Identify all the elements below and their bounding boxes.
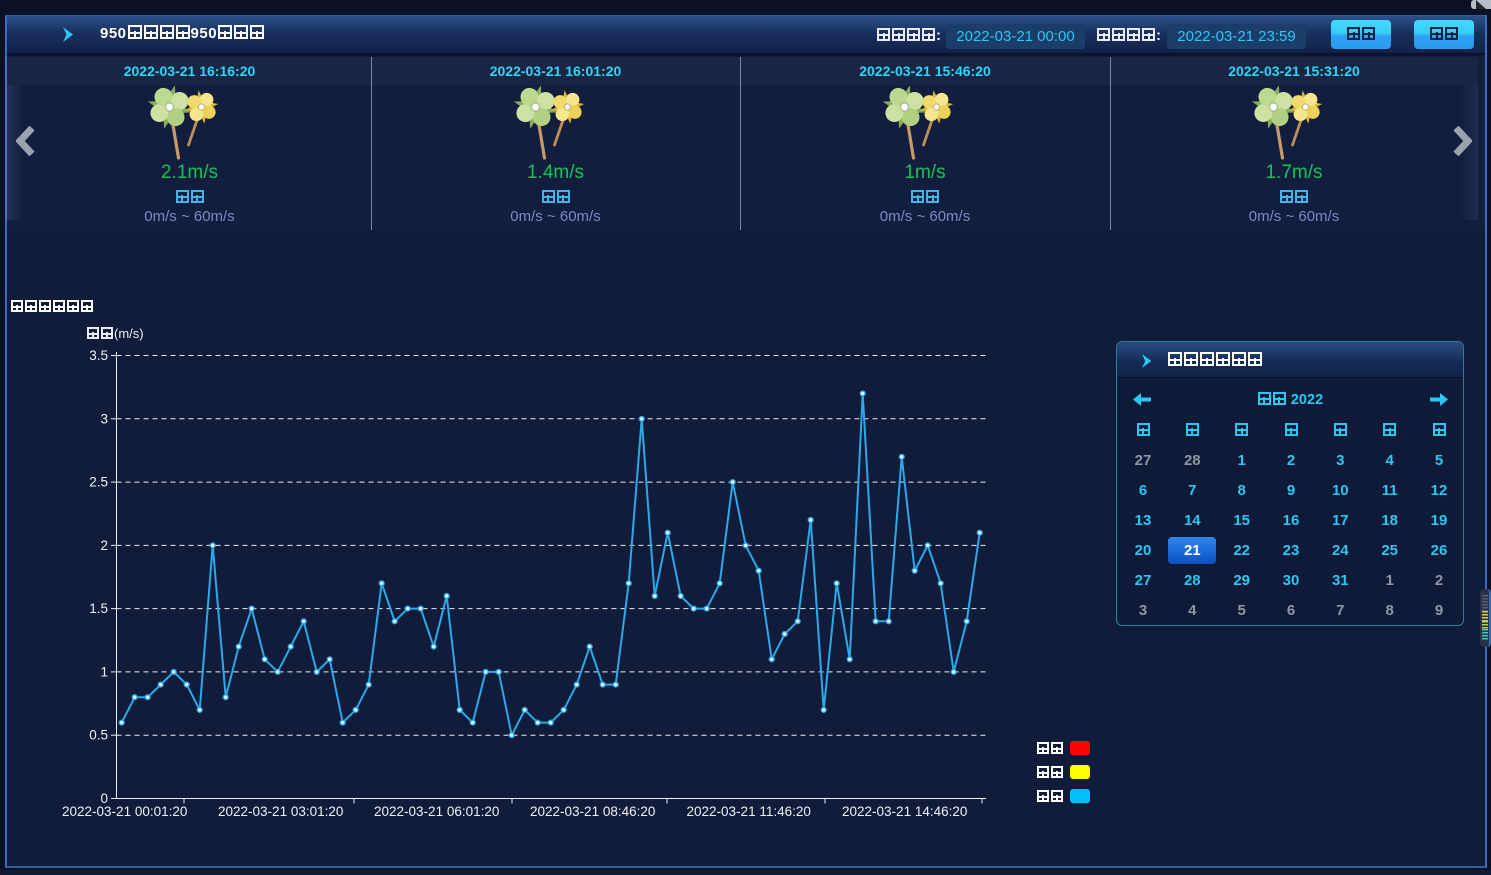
svg-text:2022-03-21 14:46:20: 2022-03-21 14:46:20 bbox=[842, 804, 967, 819]
svg-text:3: 3 bbox=[100, 411, 108, 426]
svg-text:3.5: 3.5 bbox=[89, 348, 108, 363]
svg-text:0: 0 bbox=[100, 791, 108, 806]
svg-text:2022-03-21 00:01:20: 2022-03-21 00:01:20 bbox=[62, 804, 187, 819]
svg-text:2.5: 2.5 bbox=[89, 475, 108, 490]
svg-text:2022-03-21 06:01:20: 2022-03-21 06:01:20 bbox=[374, 804, 499, 819]
svg-text:2022-03-21 11:46:20: 2022-03-21 11:46:20 bbox=[687, 804, 811, 819]
svg-text:0.5: 0.5 bbox=[89, 728, 108, 743]
svg-text:2022-03-21 03:01:20: 2022-03-21 03:01:20 bbox=[218, 804, 343, 819]
svg-text:2: 2 bbox=[100, 538, 108, 553]
svg-text:2022-03-21 08:46:20: 2022-03-21 08:46:20 bbox=[530, 804, 655, 819]
svg-text:1.5: 1.5 bbox=[89, 601, 108, 616]
svg-text:1: 1 bbox=[100, 664, 108, 679]
